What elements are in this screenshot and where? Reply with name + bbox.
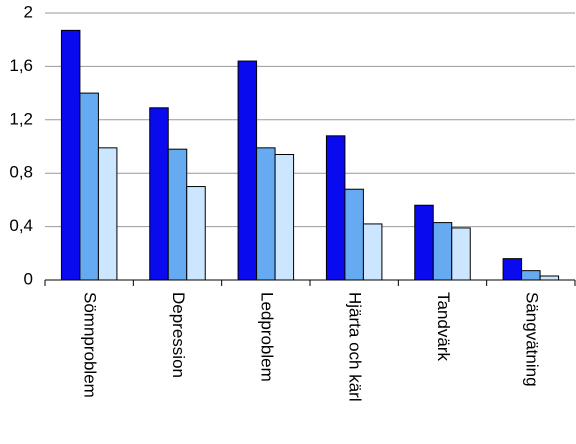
y-tick-label: 0,8 bbox=[9, 163, 33, 182]
x-tick-label: Hjärta och kärl bbox=[346, 292, 365, 402]
bar bbox=[237, 60, 258, 281]
y-tick-label: 0,4 bbox=[9, 216, 33, 235]
bar bbox=[149, 107, 169, 281]
y-tick-label: 0 bbox=[24, 269, 33, 288]
bar bbox=[521, 270, 541, 281]
y-tick-label: 1,2 bbox=[9, 109, 33, 128]
bar bbox=[414, 204, 434, 281]
bar bbox=[451, 227, 471, 281]
bar bbox=[167, 148, 188, 281]
bar bbox=[274, 154, 295, 281]
x-tick-label: Sängvätning bbox=[522, 292, 541, 387]
bar bbox=[502, 258, 523, 281]
bar bbox=[344, 188, 364, 281]
bar bbox=[432, 222, 453, 281]
bar bbox=[186, 186, 206, 281]
x-tick-label: Tandvärk bbox=[434, 292, 453, 361]
bar bbox=[256, 147, 276, 281]
bar bbox=[60, 29, 81, 281]
bar bbox=[97, 147, 118, 281]
x-tick-label: Sömnproblem bbox=[81, 292, 100, 398]
y-tick-label: 1,6 bbox=[9, 56, 33, 75]
bar bbox=[362, 223, 383, 281]
bar bbox=[79, 92, 99, 281]
x-tick-label: Ledproblem bbox=[257, 292, 276, 382]
bar bbox=[539, 275, 560, 281]
bar bbox=[325, 135, 346, 281]
x-tick-label: Depression bbox=[169, 292, 188, 378]
y-tick-label: 2 bbox=[24, 2, 33, 21]
